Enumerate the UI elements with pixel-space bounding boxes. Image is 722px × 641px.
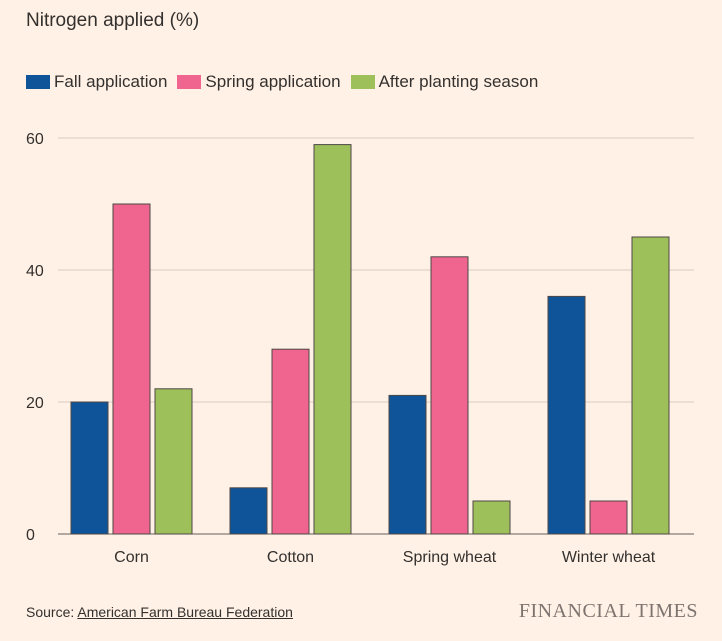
legend-label-fall: Fall application: [54, 72, 168, 91]
chart-legend: Fall application Spring application Afte…: [26, 72, 548, 92]
chart-title: Nitrogen applied (%): [26, 10, 200, 31]
bar-fall-application-spring-wheat: [388, 394, 427, 535]
bar-spring-application-cotton: [271, 348, 310, 535]
source-note: Source: American Farm Bureau Federation: [26, 604, 293, 620]
bar-after-planting-season-winter-wheat: [631, 236, 670, 535]
bar-fall-application-winter-wheat: [547, 295, 586, 535]
legend-swatch-fall: [26, 75, 50, 89]
y-tick-label-60: 60: [26, 131, 44, 148]
source-link[interactable]: American Farm Bureau Federation: [77, 604, 293, 620]
bar-spring-application-corn: [112, 203, 151, 535]
bar-spring-application-winter-wheat: [589, 500, 628, 535]
x-tick-label-corn: Corn: [114, 549, 149, 566]
y-tick-label-20: 20: [26, 395, 44, 412]
source-prefix: Source:: [26, 604, 78, 620]
x-tick-label-spring-wheat: Spring wheat: [403, 549, 497, 566]
legend-swatch-after-planting: [350, 75, 375, 89]
x-tick-label-winter-wheat: Winter wheat: [562, 549, 656, 566]
legend-swatch-spring: [177, 75, 202, 89]
bar-fall-application-corn: [70, 401, 109, 535]
legend-item-after-planting: After planting season: [350, 72, 539, 92]
bar-after-planting-season-corn: [154, 388, 193, 535]
x-tick-label-cotton: Cotton: [267, 549, 314, 566]
legend-item-spring: Spring application: [177, 72, 341, 92]
legend-item-fall: Fall application: [26, 72, 167, 92]
bar-spring-application-spring-wheat: [430, 256, 469, 535]
bar-after-planting-season-cotton: [313, 144, 352, 535]
bar-after-planting-season-spring-wheat: [472, 500, 511, 535]
y-tick-label-40: 40: [26, 263, 44, 280]
y-tick-label-0: 0: [26, 527, 35, 544]
legend-label-after-planting: After planting season: [378, 72, 539, 91]
bar-fall-application-cotton: [229, 487, 268, 535]
brand-logo: FINANCIAL TIMES: [518, 600, 698, 622]
legend-label-spring: Spring application: [205, 72, 341, 91]
